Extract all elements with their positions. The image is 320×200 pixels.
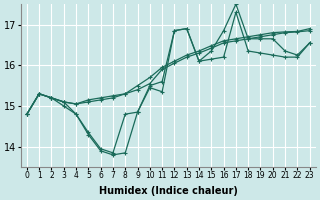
X-axis label: Humidex (Indice chaleur): Humidex (Indice chaleur) xyxy=(99,186,238,196)
